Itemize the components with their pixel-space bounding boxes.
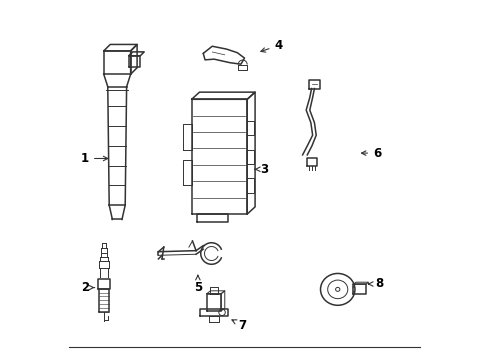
Text: 7: 7 (231, 319, 246, 332)
Text: 2: 2 (81, 281, 94, 294)
Text: 4: 4 (260, 39, 282, 52)
Text: 3: 3 (254, 163, 268, 176)
Text: 6: 6 (361, 147, 381, 159)
Text: 5: 5 (193, 275, 202, 294)
Text: 1: 1 (81, 152, 107, 165)
Text: 8: 8 (368, 278, 382, 291)
